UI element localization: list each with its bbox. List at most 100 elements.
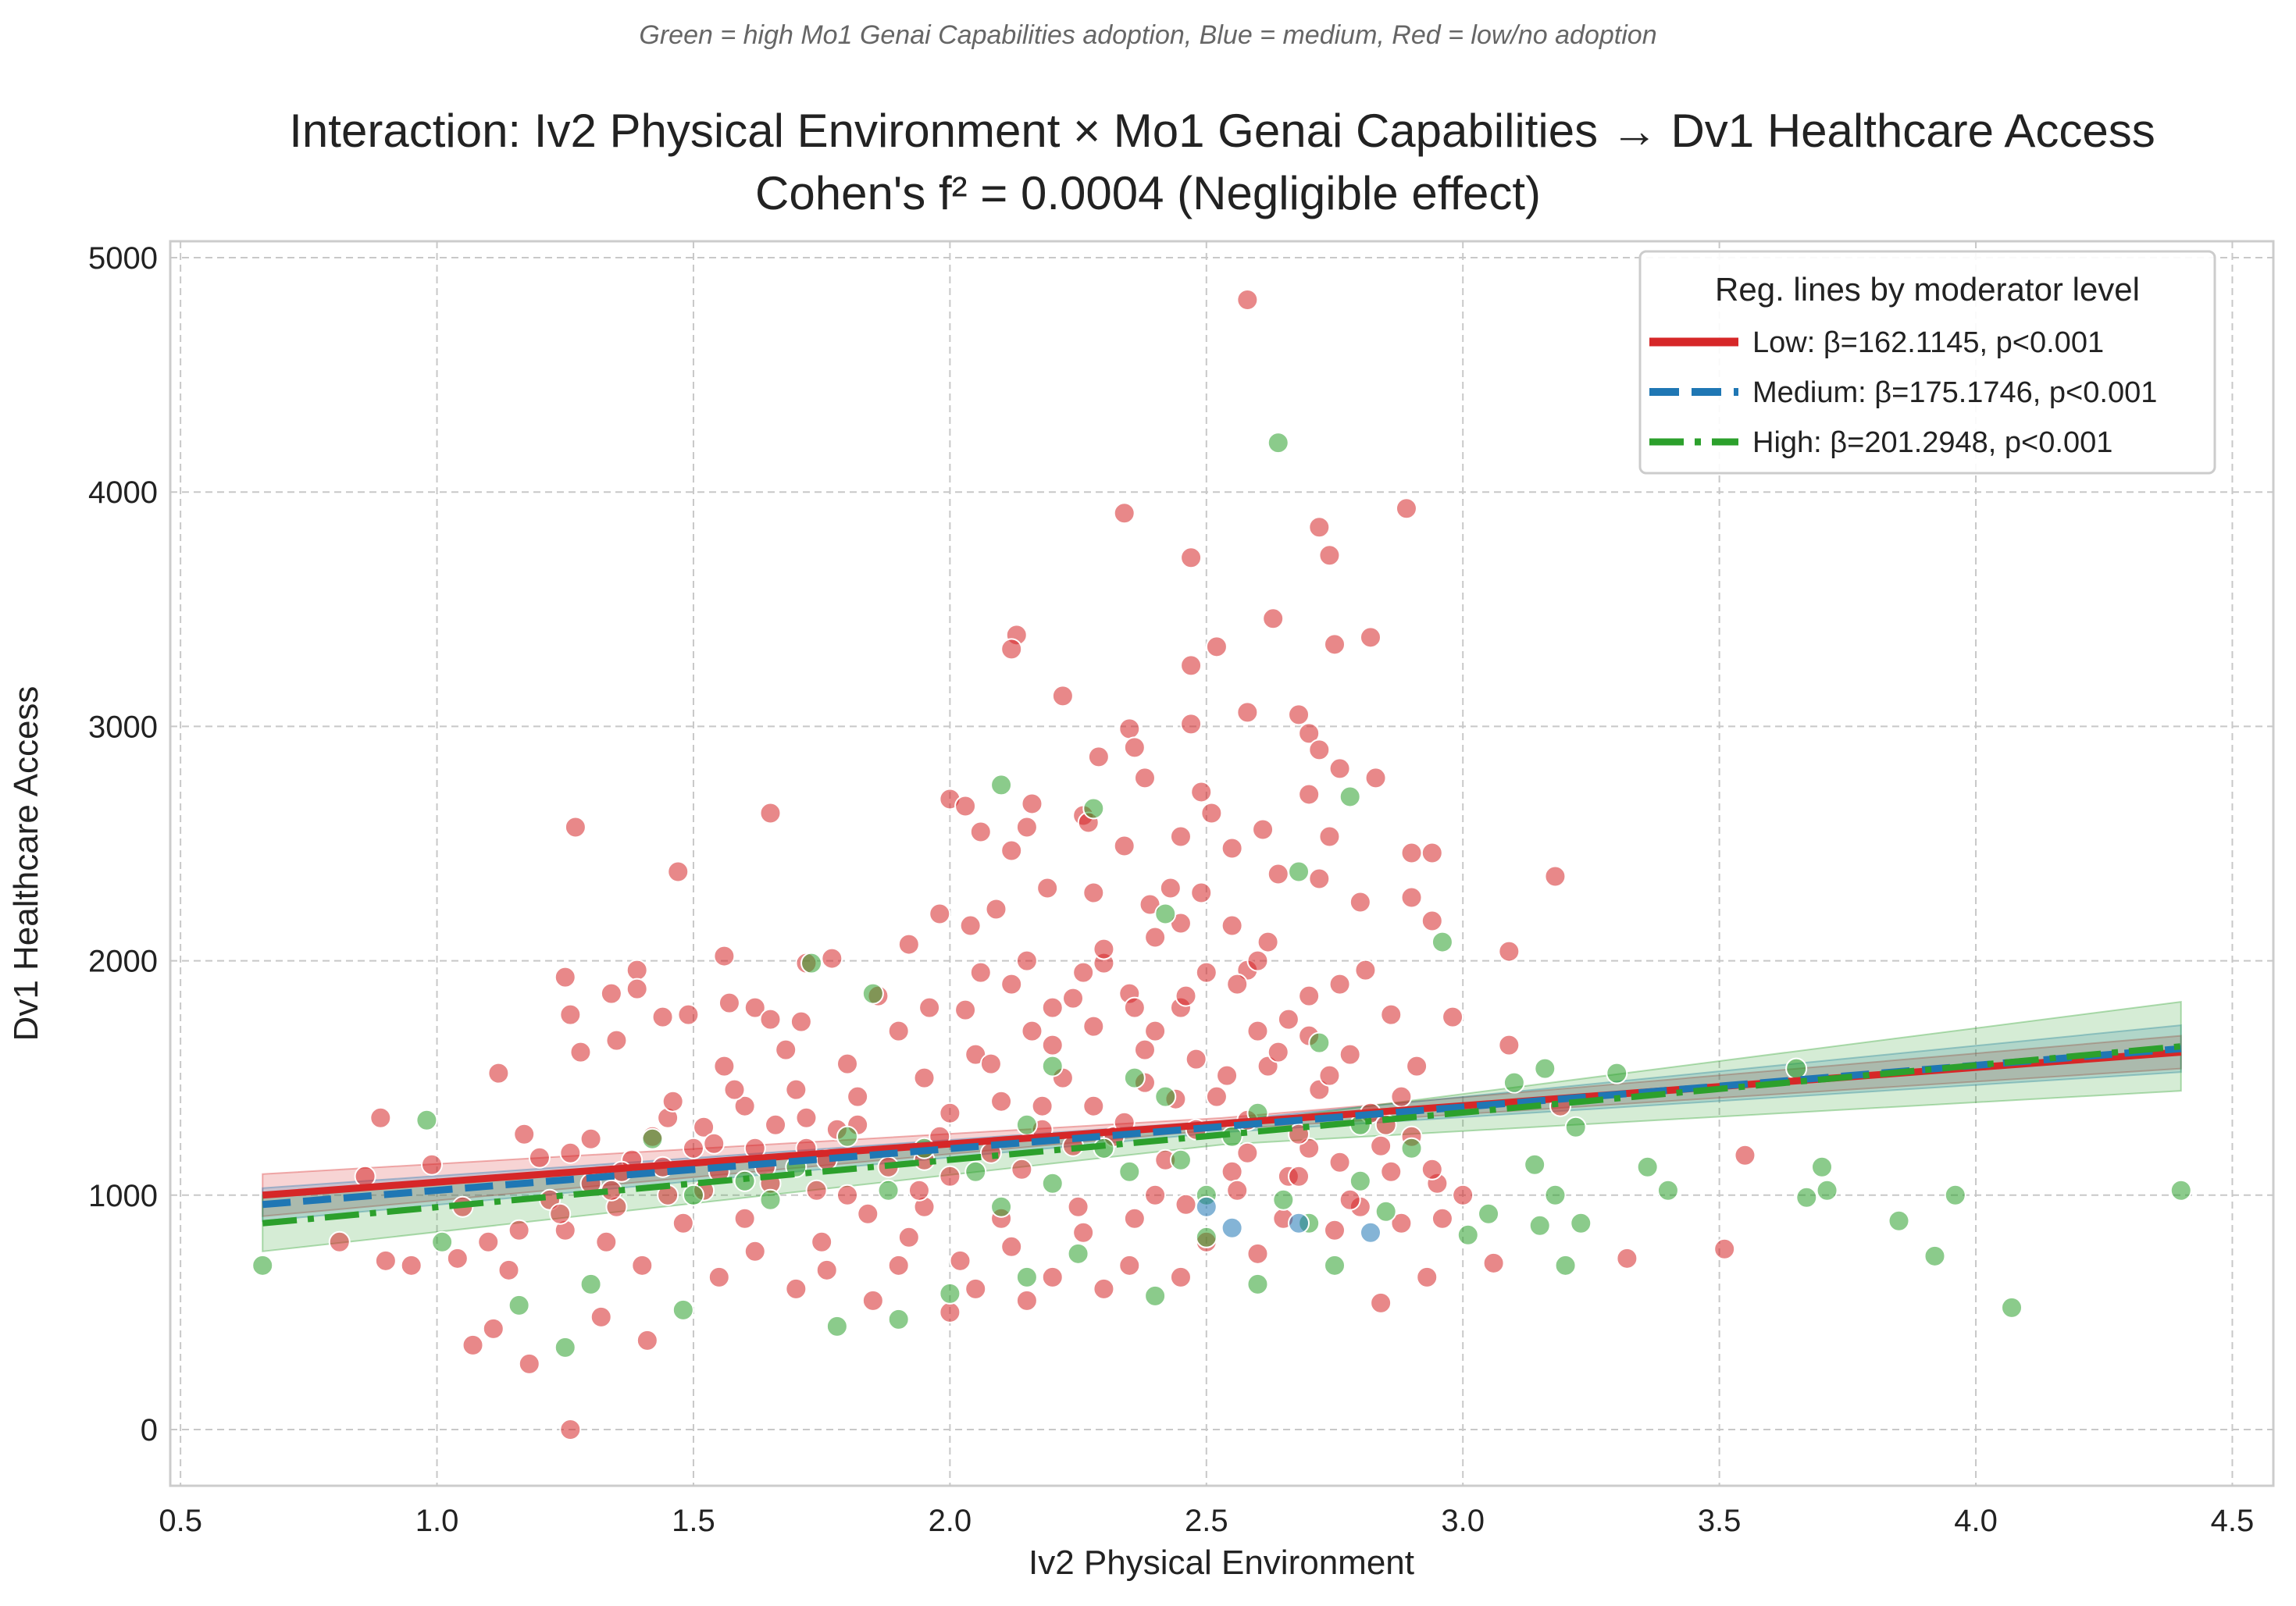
- data-point-low: [1359, 626, 1382, 649]
- data-point-high: [1041, 1055, 1064, 1077]
- data-point-low: [1267, 863, 1289, 885]
- data-point-low: [549, 1202, 572, 1225]
- data-point-low: [1021, 792, 1043, 815]
- data-point-low: [1318, 825, 1341, 848]
- data-point-low: [1364, 767, 1387, 789]
- data-point-low: [1734, 1144, 1756, 1166]
- data-point-low: [1421, 842, 1443, 864]
- data-point-low: [1236, 701, 1259, 724]
- data-point-low: [1144, 1184, 1167, 1206]
- data-point-low: [1349, 891, 1371, 913]
- data-point-low: [1246, 1242, 1269, 1265]
- data-point-low: [785, 1078, 808, 1101]
- x-tick-label: 1.0: [415, 1504, 459, 1538]
- data-point-low: [1328, 1151, 1351, 1173]
- data-point-low: [733, 1207, 756, 1230]
- data-point-high: [1944, 1184, 1966, 1206]
- legend-label-medium: Medium: β=175.1746, p<0.001: [1752, 376, 2157, 409]
- data-point-low: [1498, 940, 1521, 963]
- data-point-high: [1041, 1172, 1064, 1195]
- data-point-low: [939, 1301, 961, 1323]
- data-point-low: [929, 903, 951, 925]
- data-point-low: [913, 1067, 936, 1089]
- data-point-low: [1390, 1085, 1413, 1108]
- data-point-low: [918, 996, 941, 1019]
- data-point-low: [743, 1240, 766, 1262]
- data-point-high: [964, 1160, 987, 1183]
- data-point-low: [1113, 502, 1136, 525]
- data-point-low: [513, 1123, 536, 1145]
- data-point-high: [887, 1308, 910, 1330]
- data-point-high: [251, 1254, 274, 1277]
- data-point-low: [1277, 1008, 1300, 1031]
- data-point-low: [861, 1289, 884, 1312]
- data-point-low: [1041, 1034, 1064, 1056]
- data-point-high: [1195, 1226, 1218, 1248]
- data-point-high: [431, 1230, 454, 1253]
- data-point-high: [554, 1336, 576, 1359]
- data-point-low: [805, 1179, 828, 1202]
- data-point-low: [1144, 1020, 1167, 1042]
- data-point-low: [1400, 886, 1423, 909]
- data-point-low: [677, 1003, 700, 1026]
- data-point-low: [1370, 1134, 1392, 1157]
- data-point-low: [857, 1202, 879, 1225]
- data-point-low: [775, 1038, 797, 1061]
- x-tick-label: 2.5: [1185, 1504, 1228, 1538]
- data-point-low: [1216, 1064, 1239, 1087]
- data-point-high: [1534, 1057, 1556, 1080]
- data-point-low: [1093, 938, 1115, 960]
- data-point-low: [1205, 636, 1228, 658]
- data-point-low: [1015, 816, 1038, 839]
- x-axis-ticks: 0.5 1.0 1.5 2.0 2.5 3.0 3.5 4.0 4.5: [159, 1504, 2254, 1538]
- x-tick-label: 4.0: [1954, 1504, 1998, 1538]
- data-point-low: [1328, 757, 1351, 780]
- data-point-low: [1370, 1291, 1392, 1314]
- x-tick-label: 0.5: [159, 1504, 202, 1538]
- data-point-high: [1570, 1212, 1592, 1234]
- data-point-low: [836, 1052, 859, 1075]
- data-point-low: [1431, 1207, 1453, 1230]
- data-point-low: [785, 1277, 808, 1300]
- data-point-low: [1082, 1095, 1105, 1117]
- data-point-low: [1021, 1020, 1043, 1042]
- data-point-low: [959, 914, 982, 937]
- data-point-low: [969, 961, 992, 984]
- data-point-low: [559, 1418, 582, 1440]
- data-point-high: [1288, 860, 1310, 883]
- x-tick-label: 1.5: [672, 1504, 715, 1538]
- data-point-low: [713, 1055, 736, 1077]
- data-point-low: [1246, 949, 1269, 972]
- data-point-low: [1267, 1041, 1289, 1063]
- data-point-low: [559, 1003, 582, 1026]
- data-point-low: [590, 1305, 612, 1328]
- data-point-low: [990, 1090, 1013, 1113]
- grid: [170, 241, 2273, 1486]
- data-point-high: [990, 774, 1013, 796]
- data-point-high: [1923, 1245, 1946, 1267]
- data-point-low: [1169, 825, 1192, 848]
- data-point-high: [1636, 1156, 1659, 1178]
- data-point-high: [1456, 1223, 1479, 1246]
- data-point-low: [1298, 722, 1321, 745]
- y-tick-label: 2000: [88, 945, 158, 979]
- data-point-low: [528, 1146, 551, 1169]
- data-point-low: [1190, 781, 1213, 803]
- data-point-low: [559, 1141, 582, 1164]
- data-point-high: [672, 1298, 694, 1321]
- data-point-low: [790, 1010, 812, 1033]
- data-point-low: [374, 1249, 397, 1272]
- data-point-low: [1318, 1064, 1341, 1087]
- data-point-low: [1421, 910, 1443, 932]
- data-point-low: [1308, 516, 1331, 539]
- data-point-high: [1816, 1179, 1838, 1202]
- data-point-low: [1159, 877, 1182, 899]
- data-point-low: [1123, 736, 1146, 759]
- data-point-low: [1298, 783, 1321, 806]
- data-point-low: [595, 1230, 618, 1253]
- data-point-high: [2169, 1179, 2192, 1202]
- data-point-low: [328, 1230, 351, 1253]
- data-point-low: [1616, 1247, 1638, 1269]
- data-point-high: [1267, 432, 1289, 454]
- data-point-low: [1000, 839, 1023, 862]
